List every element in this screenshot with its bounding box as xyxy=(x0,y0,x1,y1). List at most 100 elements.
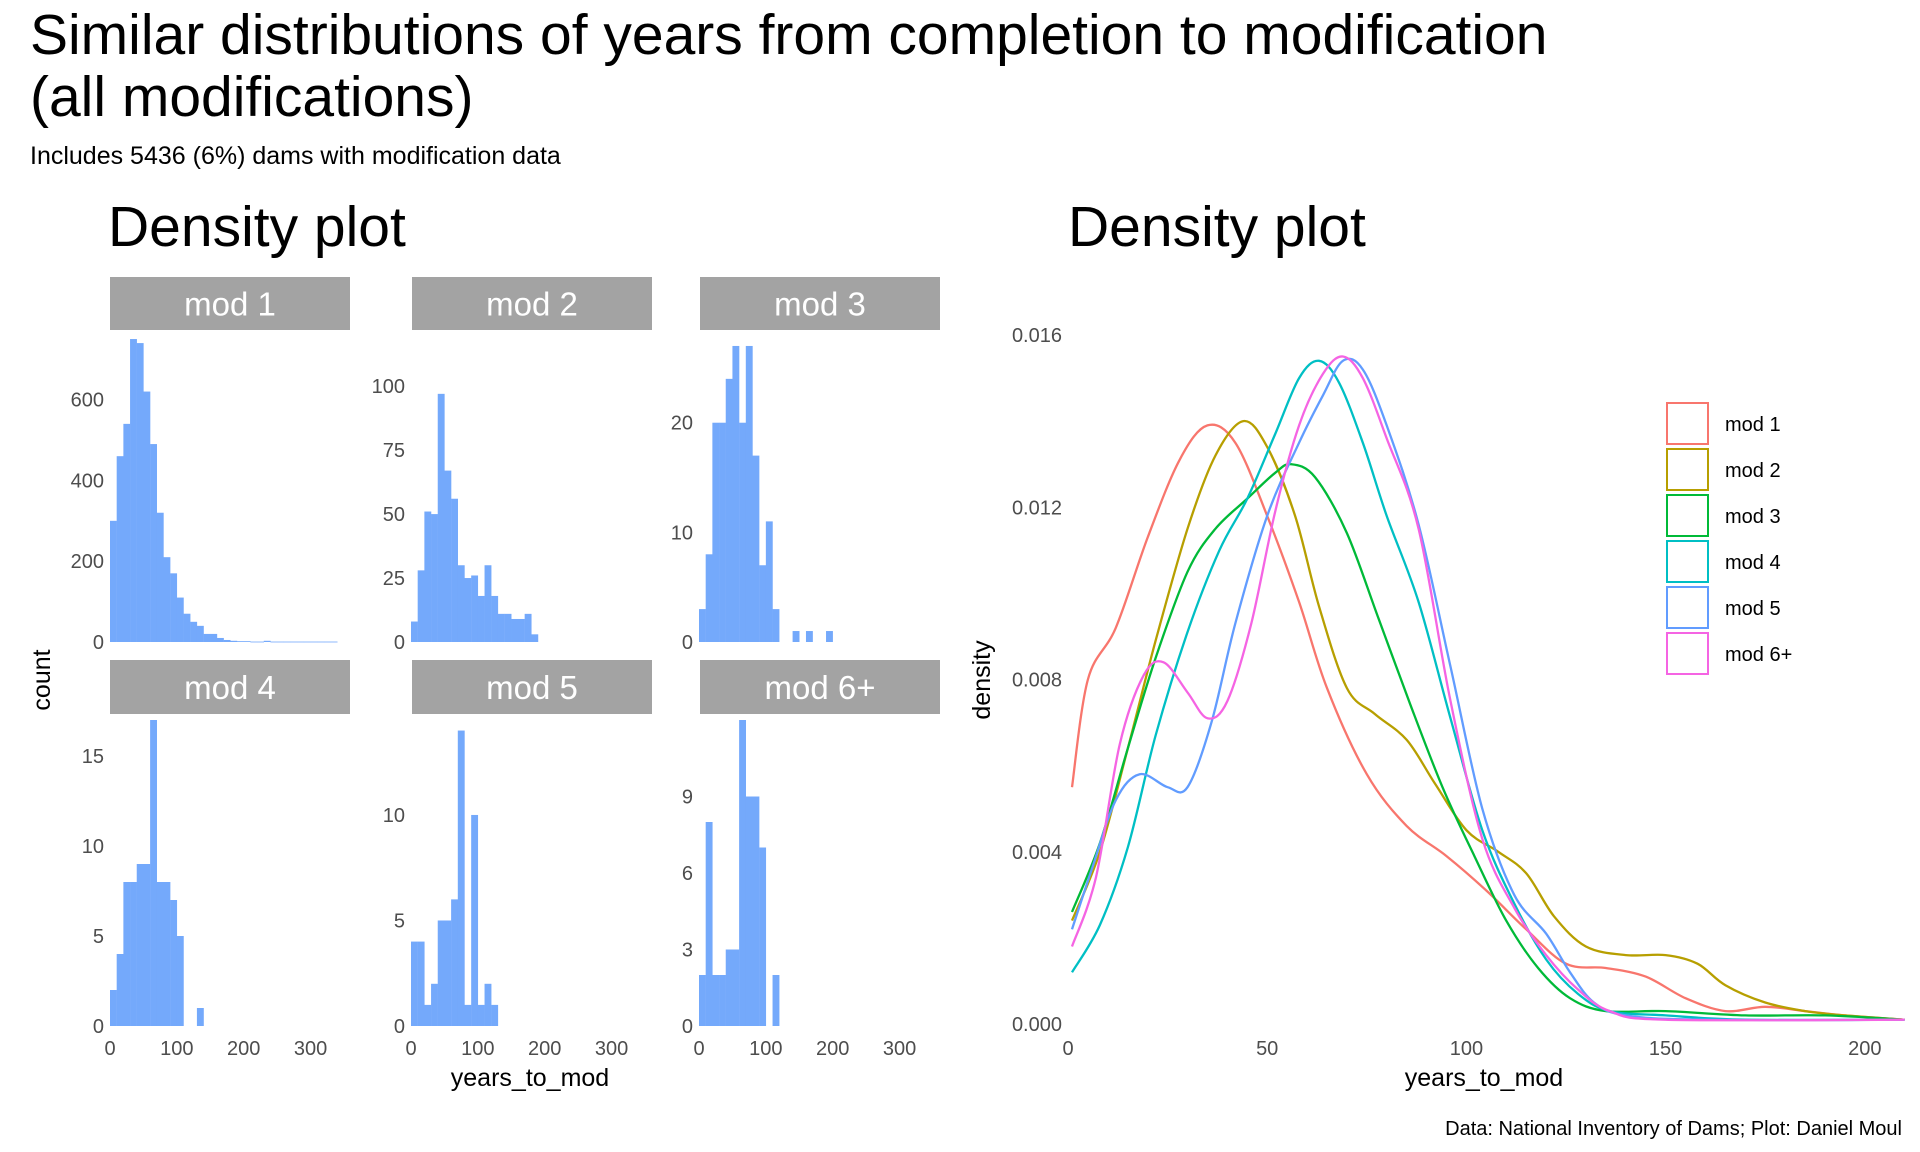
density-line-mod-4 xyxy=(1071,359,1905,1022)
legend-key xyxy=(1666,494,1709,537)
histogram-bar xyxy=(511,618,519,642)
histogram-bar xyxy=(170,573,178,642)
x-tick-label: 0 xyxy=(104,1038,115,1060)
histogram-bar xyxy=(699,975,706,1026)
legend-label: mod 2 xyxy=(1725,460,1781,482)
histogram-bar xyxy=(444,920,452,1026)
y-tick-label: 0 xyxy=(682,632,693,654)
histogram-bar xyxy=(712,975,720,1026)
histogram-bar xyxy=(136,343,144,642)
histogram-x-axis-label: years_to_mod xyxy=(451,1064,609,1092)
y-tick-label: 50 xyxy=(383,504,405,526)
y-tick-label: 100 xyxy=(372,376,405,398)
histogram-panel-title: Density plot xyxy=(108,195,406,259)
histogram-bar xyxy=(772,975,780,1026)
x-tick-label: 100 xyxy=(461,1038,494,1060)
legend-label: mod 1 xyxy=(1725,414,1781,436)
histogram-bar xyxy=(310,641,318,643)
facet-strip xyxy=(110,660,350,714)
histogram-bar xyxy=(411,621,418,642)
density-panel-title: Density plot xyxy=(1068,195,1366,259)
histogram-bar xyxy=(484,983,492,1026)
density-line-mod-5 xyxy=(1070,357,1905,1022)
histogram-bar xyxy=(163,882,171,1026)
legend-label: mod 6+ xyxy=(1725,644,1792,666)
histogram-bar xyxy=(497,613,505,642)
y-tick-label: 0.004 xyxy=(1012,842,1062,864)
histogram-bar xyxy=(130,882,137,1026)
histogram-bar xyxy=(457,565,465,642)
histogram-bar xyxy=(163,557,171,642)
x-tick-label: 100 xyxy=(749,1038,782,1060)
density-y-axis-label: density xyxy=(968,640,996,720)
y-tick-label: 0 xyxy=(394,1016,405,1038)
histogram-bar xyxy=(330,641,338,643)
histogram-bar xyxy=(745,345,753,642)
histogram-bar xyxy=(257,641,264,643)
histogram-bar xyxy=(203,633,211,642)
histogram-bar xyxy=(431,983,438,1026)
x-tick-label: 200 xyxy=(1848,1038,1881,1060)
histogram-bar xyxy=(176,936,184,1026)
x-tick-label: 0 xyxy=(693,1038,704,1060)
facet-mod-1: mod 1 0 200 400 600 xyxy=(71,277,350,654)
histogram-bar xyxy=(699,609,706,642)
y-tick-label: 10 xyxy=(383,805,405,827)
histogram-bar xyxy=(759,565,767,642)
y-tick-label: 0 xyxy=(93,1016,104,1038)
histogram-bar xyxy=(263,640,271,642)
histogram-bar xyxy=(826,631,833,642)
histogram-bar xyxy=(719,422,726,642)
histogram-bar xyxy=(524,613,532,642)
histogram-bar xyxy=(411,941,418,1026)
facet-strip xyxy=(700,660,940,714)
histogram-bar xyxy=(243,641,251,642)
histogram-bar xyxy=(752,796,760,1026)
histogram-bar xyxy=(116,954,124,1026)
histogram-bar xyxy=(437,920,445,1026)
histogram-bar xyxy=(110,520,117,642)
x-tick-label: 200 xyxy=(528,1038,561,1060)
y-tick-label: 25 xyxy=(383,568,405,590)
histogram-bar xyxy=(471,575,479,642)
figure-caption: Data: National Inventory of Dams; Plot: … xyxy=(1445,1118,1902,1140)
facet-strip-label: mod 4 xyxy=(184,669,276,706)
histogram-bar xyxy=(196,625,204,642)
histogram-bar xyxy=(732,949,740,1026)
figure-title: Similar distributions of years from comp… xyxy=(30,3,1548,129)
facet-strip xyxy=(412,660,652,714)
histogram-bar xyxy=(451,498,458,642)
density-plot-area: 0 50 100 150 200 0.000 0.004 0.008 0.012 0.016 xyxy=(1012,325,1905,1060)
y-tick-label: 6 xyxy=(682,863,693,885)
histogram-bar xyxy=(250,641,258,643)
histogram-bar xyxy=(705,822,713,1026)
histogram-bar xyxy=(283,641,291,643)
histogram-bar xyxy=(417,941,425,1026)
histogram-y-axis-label: count xyxy=(28,649,56,710)
histogram-bar xyxy=(471,814,479,1026)
x-tick-label: 100 xyxy=(160,1038,193,1060)
histogram-bar xyxy=(237,641,244,642)
histogram-bar xyxy=(464,578,472,642)
facet-mod-4: mod 4 0 5 10 15 0 100 200 300 xyxy=(82,660,350,1060)
x-tick-label: 0 xyxy=(405,1038,416,1060)
y-tick-label: 3 xyxy=(682,940,693,962)
histogram-bar xyxy=(317,641,325,643)
legend-key xyxy=(1666,448,1709,491)
histogram-bar xyxy=(156,882,164,1026)
x-tick-label: 300 xyxy=(595,1038,628,1060)
histogram-bar xyxy=(143,391,151,642)
y-tick-label: 200 xyxy=(71,551,104,573)
histogram-bar xyxy=(290,641,298,643)
histogram-bar xyxy=(759,847,767,1026)
x-tick-label: 150 xyxy=(1649,1038,1682,1060)
legend-key xyxy=(1666,586,1709,629)
histogram-bar xyxy=(223,639,231,642)
facet-strip-label: mod 6+ xyxy=(765,669,876,706)
histogram-bar xyxy=(156,512,164,642)
histogram-bar xyxy=(123,423,131,642)
histogram-bar xyxy=(110,990,117,1026)
